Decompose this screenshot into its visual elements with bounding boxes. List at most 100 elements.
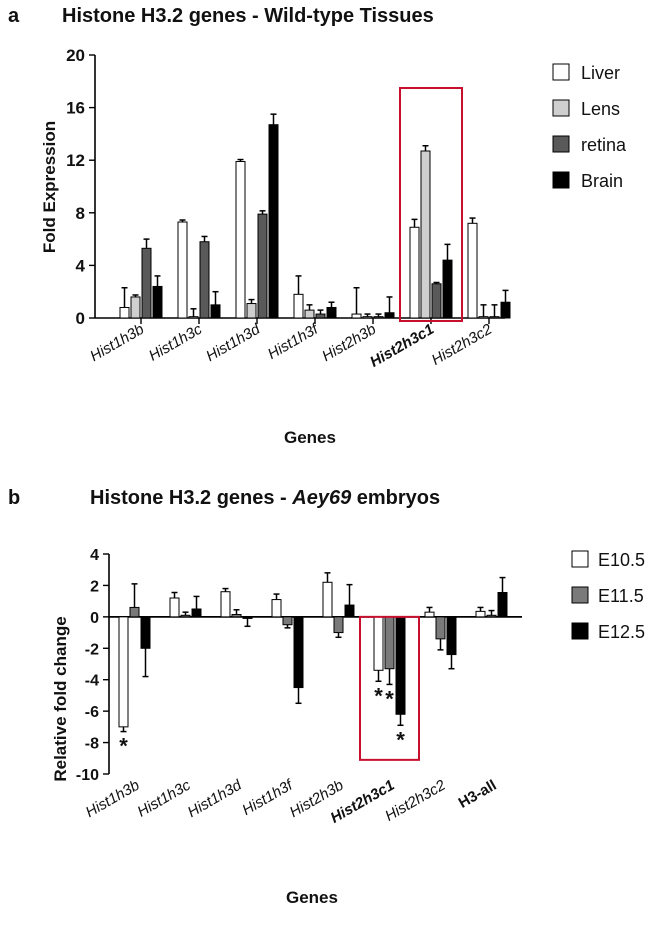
panel-b-significance-e10-5-hist2h3c1: * xyxy=(374,683,383,708)
panel-b-bar-e11-5-hist2h3b xyxy=(333,616,344,634)
panel-b-bar-e10-5-hist1h3b xyxy=(118,616,129,728)
panel-a-legend-swatch-brain xyxy=(552,171,570,189)
panel-b-bar-e10-5-hist2h3c1 xyxy=(373,616,384,671)
panel-a-ytick-label: 20 xyxy=(66,46,85,65)
panel-b-bar-e10-5-h3-all xyxy=(475,610,486,618)
panel-b-ytick-label: -2 xyxy=(85,641,99,658)
panel-b-ylabel: Relative fold change xyxy=(51,616,70,781)
panel-a-bar-retina-hist2h3c2 xyxy=(489,316,500,319)
panel-b-ytick-label: -6 xyxy=(85,704,99,721)
panel-a-category-label-hist2h3c1: Hist2h3c1 xyxy=(367,321,437,371)
panel-a-bar-liver-hist1h3f xyxy=(293,293,304,319)
panel-a-ytick-label: 12 xyxy=(66,151,85,170)
panel-a-bar-lens-hist1h3b xyxy=(130,296,141,319)
panel-b-bar-e11-5-hist1h3f xyxy=(282,616,293,626)
panel-b-bar-e10-5-hist2h3c2 xyxy=(424,611,435,618)
panel-a-bar-liver-hist1h3b xyxy=(119,306,130,319)
panel-b-bar-e10-5-hist1h3c xyxy=(169,597,180,618)
panel-a-bar-brain-hist2h3b xyxy=(384,312,395,319)
panel-b-bar-e12-5-hist2h3c1 xyxy=(395,616,406,715)
panel-b-category-label-h3-all: H3-all xyxy=(456,777,500,812)
panel-b-legend-label-e11-5: E11.5 xyxy=(598,586,644,606)
panel-b-ytick-label: 4 xyxy=(90,547,99,564)
panel-b-bar-e12-5-hist2h3b xyxy=(344,604,355,618)
panel-a-legend-label-lens: Lens xyxy=(581,99,620,119)
panel-b-title-italic: Aey69 xyxy=(291,487,352,509)
panel-a-bar-lens-hist1h3c xyxy=(188,316,199,319)
panel-a-category-label-hist1h3f: Hist1h3f xyxy=(265,320,323,363)
panel-a-bar-brain-hist1h3f xyxy=(326,306,337,319)
panel-a-highlight-box xyxy=(399,87,463,322)
panel-a-legend-swatch-retina xyxy=(552,135,570,153)
panel-b-bar-e11-5-hist1h3b xyxy=(129,606,140,618)
panel-b-legend-swatch-e10-5 xyxy=(571,550,589,568)
panel-a-bar-lens-hist2h3c2 xyxy=(478,316,489,319)
panel-a-legend-label-liver: Liver xyxy=(581,63,620,83)
panel-a-bar-lens-hist2h3b xyxy=(362,316,373,319)
panel-a-bar-lens-hist1h3d xyxy=(246,303,257,319)
panel-a-category-label-hist1h3d: Hist1h3d xyxy=(203,320,263,365)
panel-b-significance-e10-5-hist1h3b: * xyxy=(119,734,128,759)
panel-b-ytick-label: 0 xyxy=(90,610,99,627)
panel-a-ytick-label: 8 xyxy=(76,204,85,223)
panel-a-bar-retina-hist1h3f xyxy=(315,313,326,319)
panel-a-bar-lens-hist2h3c1 xyxy=(420,150,431,319)
panel-a-bar-retina-hist2h3b xyxy=(373,316,384,319)
panel-b-bar-e10-5-hist1h3d xyxy=(220,591,231,618)
panel-a-legend-swatch-lens xyxy=(552,99,570,117)
panel-a-ytick-label: 0 xyxy=(76,309,85,328)
panel-b-xlabel: Genes xyxy=(286,888,338,907)
panel-a-ylabel: Fold Expression xyxy=(40,121,59,253)
panel-b-bar-e12-5-hist1h3d xyxy=(242,616,253,619)
panel-a-bar-liver-hist2h3c1 xyxy=(409,226,420,319)
panel-a-bar-brain-hist2h3c2 xyxy=(500,301,511,319)
panel-b-significance-e11-5-hist2h3c1: * xyxy=(385,686,394,711)
panel-a-bar-retina-hist1h3c xyxy=(199,241,210,319)
panel-a-letter: a xyxy=(8,5,20,27)
panel-b-bar-e12-5-hist2h3c2 xyxy=(446,616,457,656)
panel-a-title: Histone H3.2 genes - Wild-type Tissues xyxy=(62,5,434,27)
panel-b-bar-e12-5-h3-all xyxy=(497,592,508,618)
panel-b-bar-e12-5-hist1h3b xyxy=(140,616,151,649)
panel-b-legend-label-e12-5: E12.5 xyxy=(598,622,645,642)
panel-b-ytick-label: -4 xyxy=(85,673,99,690)
panel-b-ytick-label: 2 xyxy=(90,578,99,595)
panel-b-legend-label-e10-5: E10.5 xyxy=(598,550,645,570)
panel-b-ytick-label: -10 xyxy=(76,767,99,784)
panel-a-ytick-label: 4 xyxy=(76,256,86,275)
panel-a-bar-liver-hist2h3c2 xyxy=(467,222,478,319)
panel-b-category-label-hist1h3c: Hist1h3c xyxy=(134,776,193,820)
panel-a-bar-retina-hist2h3c1 xyxy=(431,283,442,319)
panel-b-bar-e10-5-hist1h3f xyxy=(271,599,282,618)
panel-b-letter: b xyxy=(8,487,20,509)
panel-b-title: Histone H3.2 genes - Aey69 embryos xyxy=(90,487,440,509)
panel-a-ytick-label: 16 xyxy=(66,99,85,118)
panel-a-bar-retina-hist1h3b xyxy=(141,247,152,319)
panel-b-bar-e11-5-hist2h3c1 xyxy=(384,616,395,670)
panel-b-bar-e11-5-hist1h3d xyxy=(231,614,242,618)
panel-b-category-label-hist1h3f: Hist1h3f xyxy=(239,776,297,819)
panel-a-bar-brain-hist1h3b xyxy=(152,285,163,319)
panel-a-bar-brain-hist2h3c1 xyxy=(442,259,453,319)
panel-b-bar-e12-5-hist1h3c xyxy=(191,608,202,618)
panel-b-ytick-label: -8 xyxy=(85,736,99,753)
panel-b-highlight-box xyxy=(359,615,420,761)
panel-b-title-suffix: embryos xyxy=(351,487,440,509)
panel-a-bar-liver-hist2h3b xyxy=(351,313,362,319)
panel-b-bar-e11-5-hist1h3c xyxy=(180,614,191,618)
panel-a-bar-liver-hist1h3d xyxy=(235,161,246,319)
panel-a-legend-swatch-liver xyxy=(552,63,570,81)
panel-b-bar-e12-5-hist1h3f xyxy=(293,616,304,689)
panel-b-legend-swatch-e12-5 xyxy=(571,622,589,640)
panel-a-bar-retina-hist1h3d xyxy=(257,213,268,319)
panel-a-xlabel: Genes xyxy=(284,428,336,447)
panel-a-bar-brain-hist1h3d xyxy=(268,124,279,319)
panel-a-bar-brain-hist1h3c xyxy=(210,304,221,319)
panel-b-bar-e11-5-h3-all xyxy=(486,614,497,618)
panel-a-category-label-hist2h3c2: Hist2h3c2 xyxy=(429,320,496,368)
panel-a-bar-lens-hist1h3f xyxy=(304,309,315,319)
panel-a-bar-liver-hist1h3c xyxy=(177,221,188,319)
panel-b-bar-e11-5-hist2h3c2 xyxy=(435,616,446,640)
